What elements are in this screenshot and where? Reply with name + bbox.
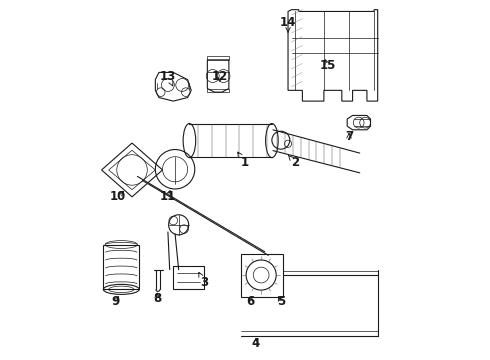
- Text: 10: 10: [110, 190, 126, 203]
- Text: 2: 2: [288, 155, 299, 169]
- Text: 6: 6: [246, 296, 254, 309]
- Text: 11: 11: [160, 190, 176, 203]
- Text: 9: 9: [112, 296, 120, 309]
- Text: 7: 7: [345, 130, 353, 144]
- Text: 1: 1: [238, 152, 249, 169]
- Text: 14: 14: [280, 16, 296, 32]
- Text: 15: 15: [319, 59, 336, 72]
- Text: 5: 5: [277, 296, 285, 309]
- Text: 3: 3: [199, 272, 208, 289]
- Text: 12: 12: [212, 69, 228, 82]
- Text: 4: 4: [252, 337, 260, 350]
- Text: 13: 13: [160, 69, 176, 86]
- Text: 8: 8: [153, 292, 161, 305]
